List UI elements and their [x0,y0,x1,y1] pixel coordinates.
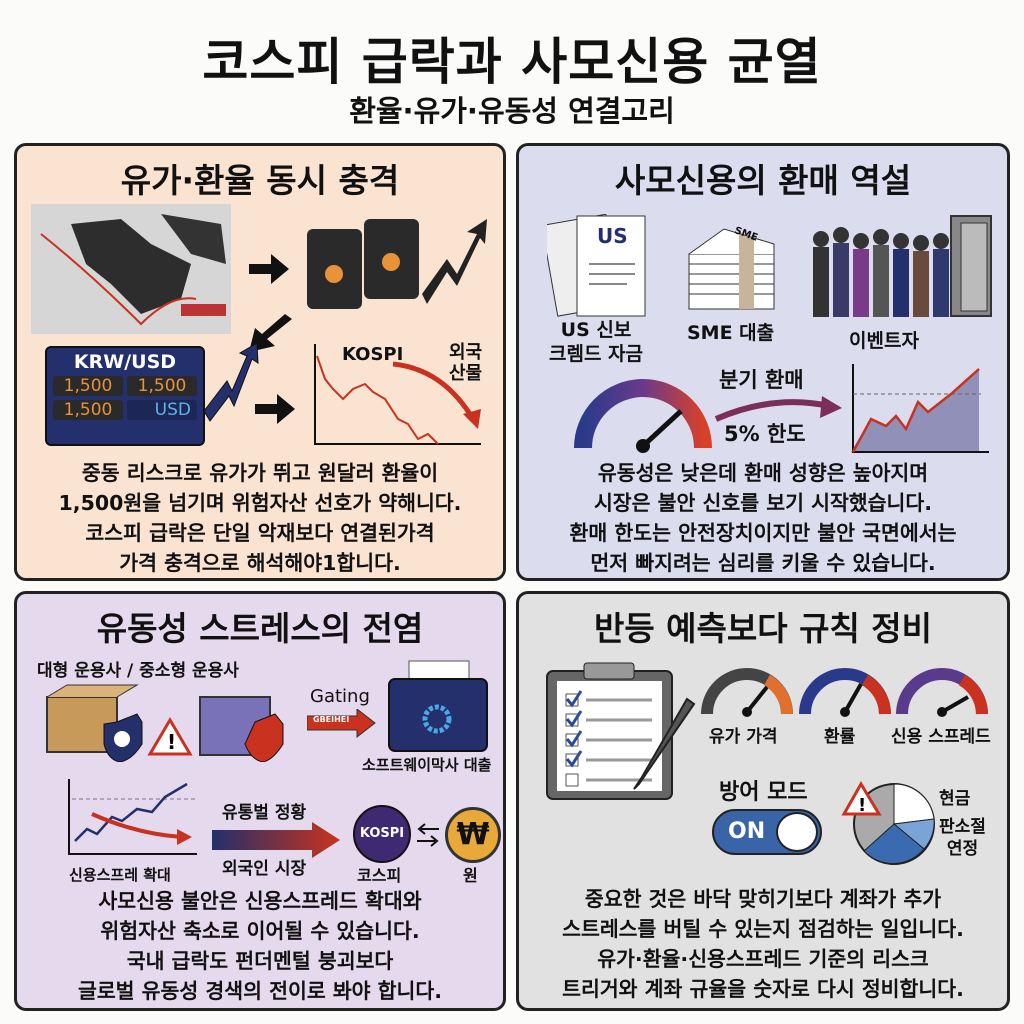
fx-board-title: KRW/USD [73,351,177,373]
panel-heading: 유가·환율 동시 충격 [120,161,400,200]
gating-label: Gating [310,686,370,707]
page-title: 코스피 급락과 사모신용 균열 [202,33,822,91]
fx-value: 1,500 [53,400,123,420]
fx-board: KRW/USD 1,500 1,500 1,500 USD [45,346,205,446]
sme-loan-bundle-icon [688,228,775,310]
body-line: 가격 충격으로 해석해야1합니다. [119,551,401,575]
body-line: 글로벌 유동성 경색의 전이로 봐야 합니다. [77,979,443,1003]
defense-mode-toggle[interactable]: ON [712,809,822,855]
defense-mode-label: 방어 모드 [719,780,808,805]
arrow-down-left-icon [249,314,292,352]
gating-arrow-icon [307,709,376,739]
managers-label: 대형 운용사 / 중소형 운용사 [37,661,239,681]
body-line: 코스피 급락은 단일 악재보다 연결된가격 [85,521,435,545]
body-line: 위험자산 축소로 이어될 수 있습니다. [100,919,420,943]
panel-redemption-paradox: 사모신용의 환매 역설 US SME US 신보 크렘드 자금 SME 대출 이… [516,143,1010,581]
middle-east-map [31,204,231,334]
toggle-knob [776,812,818,852]
fx-currency: USD [127,400,197,420]
panel-oil-fx-shock: 유가·환율 동시 충격 KRW/USD 1,500 1,500 1,500 US… [14,143,506,581]
item-label-event: 이벤트자 [849,330,919,352]
panel-heading: 사모신용의 환매 역설 [614,161,912,200]
limit-label: 5% 한도 [724,422,806,446]
investor-crowd-exit-icon [813,215,992,317]
kospi-korean-label: 코스피 [357,866,402,885]
body-line: 시장은 불안 신호를 보기 시작했습니다. [593,491,933,515]
body-line: 유동성은 낮은데 환매 성향은 높아지며 [597,461,929,485]
allocation-pie-chart: ! [841,781,935,865]
gauge-exchange-rate [799,668,891,717]
page-subtitle: 환율·유가·유동성 연결고리 [349,94,675,128]
panel-body: 유동성은 낮은데 환매 성향은 높아지며 시장은 불안 신호를 보기 시작했습니… [519,458,1007,578]
arrow-right-icon [255,394,295,424]
gauge-label: 환률 [824,727,856,747]
body-line: 중요한 것은 바닥 맞히기보다 계좌가 추가 [584,887,942,911]
redemption-rise-chart [851,364,989,453]
item-label-us-credit: US 신보 크렘드 자금 [549,319,644,365]
gating-arrow-text: GBEIHEI [313,715,350,724]
body-line: 유가·환율·신용스프레드 기준의 리스크 [597,947,929,971]
body-line: 환매 한도는 안전장치이지만 불안 국면에서는 [569,521,957,545]
svg-text:!: ! [858,795,866,816]
panel-body: 사모신용 불안은 신용스프레드 확대와 위험자산 축소로 이어될 수 있습니다.… [17,886,503,1006]
safe-box-shield-icon [46,684,143,762]
folder-label: 소프트웨이막사 대출 [362,756,492,774]
panel-body: 중요한 것은 바닥 맞히기보다 계좌가 추가 스트레스를 버틸 수 있는지 점검… [519,884,1007,1004]
svg-text:!: ! [167,730,176,754]
panel-heading: 유동성 스트레스의 전염 [96,609,424,648]
checkbox [565,773,579,787]
risk-gauge-icon [574,379,712,453]
fx-value: 1,500 [127,376,197,396]
toggle-label: ON [728,819,766,844]
check-mark-icon [565,730,583,748]
body-line: 1,500원을 넘기며 위험자산 선호가 약해니다. [58,491,462,515]
redemption-label: 분기 환매 [719,368,804,392]
gauge-label: 유가 가격 [709,727,778,747]
flow-bottom-label: 외국인 시장 [222,859,307,879]
flow-top-label: 유통벌 정황 [222,803,307,823]
risk-box-warning-icon: ! [147,696,284,762]
body-line: 중동 리스크로 유가가 뛰고 원달러 환율이 [81,461,439,485]
body-line: 사모신용 불안은 신용스프레드 확대와 [98,889,422,913]
panel-rules-over-prediction: 반등 예측보다 규칙 정비 유가 가격 환률 신용 스프레드 방어 모드 ON … [516,591,1010,1011]
oil-barrels-icon [307,219,487,309]
body-line: 국내 급락도 펀더멘털 붕괴보다 [126,949,394,973]
checklist-clipboard-icon [546,662,696,800]
kospi-label: KOSPI [342,344,404,365]
check-mark-icon [565,750,583,768]
gauge-credit-spread [896,668,988,717]
trend-up-arrow-icon [203,342,259,422]
body-line: 스트레스를 버틸 수 있는지 점검하는 일입니다. [562,917,964,941]
check-mark-icon [565,710,583,728]
body-line: 먼저 빠지려는 심리를 키울 수 있습니다. [590,551,936,575]
won-label: 원 [463,866,478,885]
item-label-sme-loans: SME 대출 [687,322,775,344]
body-line: 트리거와 계좌 규율을 숫자로 다시 정비합니다. [562,977,964,1001]
note-line: 외국 [449,342,483,363]
panel-body: 중동 리스크로 유가가 뛰고 원달러 환율이 1,500원을 넘기며 위험자산 … [17,458,503,578]
credit-spread-chart [68,779,197,855]
software-loan-folder-icon [388,660,488,752]
kospi-decline-chart [314,344,481,445]
panel-liquidity-contagion: 유동성 스트레스의 전염 대형 운용사 / 중소형 운용사 ! Gating G… [14,591,506,1011]
panel-heading: 반등 예측보다 규칙 정비 [593,609,933,648]
won-coin: ₩ [445,807,501,863]
fx-value: 1,500 [53,376,123,396]
arrow-right-icon [249,254,289,284]
us-doc-label: US [597,224,628,248]
pie-label-other: 판소절 연정 [939,817,986,859]
gauge-label: 신용 스프레드 [891,727,991,747]
exchange-arrows-icon [417,823,439,847]
check-mark-icon [565,690,583,708]
note-line: 산물 [449,363,483,384]
redemption-arrow-icon [714,396,842,422]
pie-label-cash: 현금 [939,789,971,809]
kospi-badge: KOSPI [353,805,411,863]
gauge-oil-price [701,668,793,717]
spread-label: 신용스프레 확대 [69,866,171,884]
capital-flow-arrow-icon [212,822,340,858]
us-documents-icon [547,214,646,317]
foreign-selling-note: 외국 산물 [449,342,482,384]
